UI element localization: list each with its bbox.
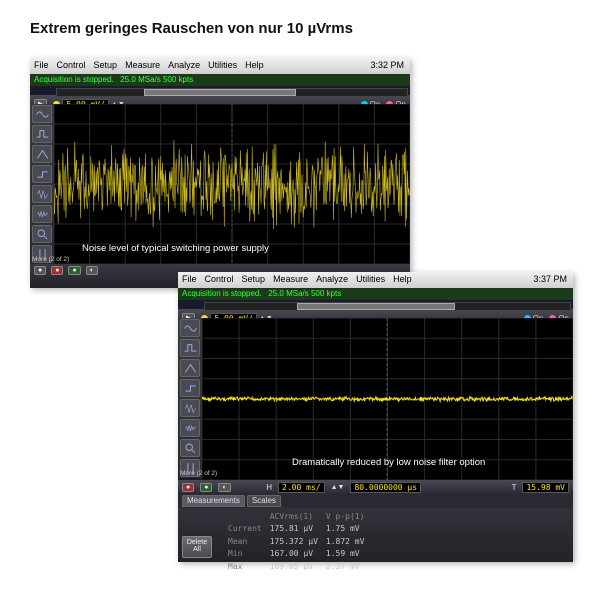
- sine-icon[interactable]: [32, 105, 52, 123]
- measurements-table: ACVrms(1)V p-p(1)Current175.81 µV1.75 mV…: [218, 508, 573, 576]
- menu-item[interactable]: Control: [205, 274, 234, 286]
- acq-status: Acquisition is stopped.: [182, 289, 262, 298]
- menu-item[interactable]: Help: [245, 60, 264, 72]
- timebase-bar: ● ● ◐ H2.00 ms/ ▲▼ 80.0000000 µs T15.98 …: [178, 480, 573, 494]
- menu-item[interactable]: Measure: [125, 60, 160, 72]
- hpos-readout: 80.0000000 µs: [350, 482, 421, 493]
- page-title: Extrem geringes Rauschen von nur 10 µVrm…: [30, 20, 353, 37]
- hdiv-readout: 2.00 ms/: [278, 482, 325, 493]
- sample-info: 25.0 MSa/s 500 kpts: [268, 289, 341, 298]
- single-icon[interactable]: ◐: [218, 483, 230, 492]
- menu-item[interactable]: Analyze: [316, 274, 348, 286]
- menu-item[interactable]: Utilities: [208, 60, 237, 72]
- waveform-display[interactable]: Noise level of typical switching power s…: [54, 104, 410, 264]
- zoom-icon[interactable]: [180, 439, 200, 457]
- menu-item[interactable]: File: [34, 60, 49, 72]
- pulse-icon[interactable]: [180, 339, 200, 357]
- menu-item[interactable]: Measure: [273, 274, 308, 286]
- step-icon[interactable]: [32, 165, 52, 183]
- burst-icon[interactable]: [32, 185, 52, 203]
- pulse-icon[interactable]: [32, 125, 52, 143]
- updown-icon[interactable]: ▲▼: [331, 484, 345, 491]
- menu-item[interactable]: Utilities: [356, 274, 385, 286]
- clock: 3:37 PM: [533, 274, 567, 284]
- trig-readout: 15.98 mV: [522, 482, 569, 493]
- run-icon[interactable]: ●: [68, 266, 80, 275]
- ramp-icon[interactable]: [180, 359, 200, 377]
- step-icon[interactable]: [180, 379, 200, 397]
- horiz-scroll-thumb[interactable]: [297, 303, 455, 310]
- ramp-icon[interactable]: [32, 145, 52, 163]
- oscilloscope-top: File Control Setup Measure Analyze Utili…: [30, 58, 410, 288]
- menubar: File Control Setup Measure Analyze Utili…: [30, 58, 410, 74]
- stop-icon[interactable]: ●: [51, 266, 63, 275]
- burst-icon[interactable]: [180, 399, 200, 417]
- footer-bottom: ● ● ◐ H2.00 ms/ ▲▼ 80.0000000 µs T15.98 …: [178, 480, 573, 562]
- menubar: File Control Setup Measure Analyze Utili…: [178, 272, 573, 288]
- more-label[interactable]: More (2 of 2): [180, 471, 217, 478]
- caption-top: Noise level of typical switching power s…: [82, 243, 269, 254]
- noise-icon[interactable]: [180, 419, 200, 437]
- more-label[interactable]: More (2 of 2): [32, 257, 69, 264]
- caption-bottom: Dramatically reduced by low noise filter…: [292, 457, 485, 468]
- single-icon[interactable]: ◐: [86, 266, 98, 275]
- sine-icon[interactable]: [180, 319, 200, 337]
- tool-sidebar: [178, 318, 202, 478]
- tab-scales[interactable]: Scales: [247, 495, 281, 507]
- menu-item[interactable]: Control: [57, 60, 86, 72]
- menu-item[interactable]: Setup: [94, 60, 118, 72]
- status-bar: Acquisition is stopped. 25.0 MSa/s 500 k…: [30, 74, 410, 86]
- sample-info: 25.0 MSa/s 500 kpts: [120, 75, 193, 84]
- oscilloscope-bottom: File Control Setup Measure Analyze Utili…: [178, 272, 573, 562]
- zoom-icon[interactable]: [32, 225, 52, 243]
- tab-measurements[interactable]: Measurements: [182, 495, 245, 507]
- acq-status: Acquisition is stopped.: [34, 75, 114, 84]
- status-bar: Acquisition is stopped. 25.0 MSa/s 500 k…: [178, 288, 573, 300]
- tab-bar: Measurements Scales: [178, 494, 573, 508]
- waveform-display[interactable]: Dramatically reduced by low noise filter…: [202, 318, 573, 480]
- menu-item[interactable]: Analyze: [168, 60, 200, 72]
- menu-item[interactable]: Help: [393, 274, 412, 286]
- menu-item[interactable]: Setup: [242, 274, 266, 286]
- delete-all-button[interactable]: Delete All: [182, 536, 212, 558]
- tool-sidebar: [30, 104, 54, 264]
- stop-icon[interactable]: ●: [182, 483, 194, 492]
- run-icon[interactable]: ●: [200, 483, 212, 492]
- clock: 3:32 PM: [370, 60, 404, 70]
- horiz-scroll-thumb[interactable]: [144, 89, 296, 96]
- noise-icon[interactable]: [32, 205, 52, 223]
- menu-item[interactable]: File: [182, 274, 197, 286]
- tab-button[interactable]: ●: [34, 266, 46, 275]
